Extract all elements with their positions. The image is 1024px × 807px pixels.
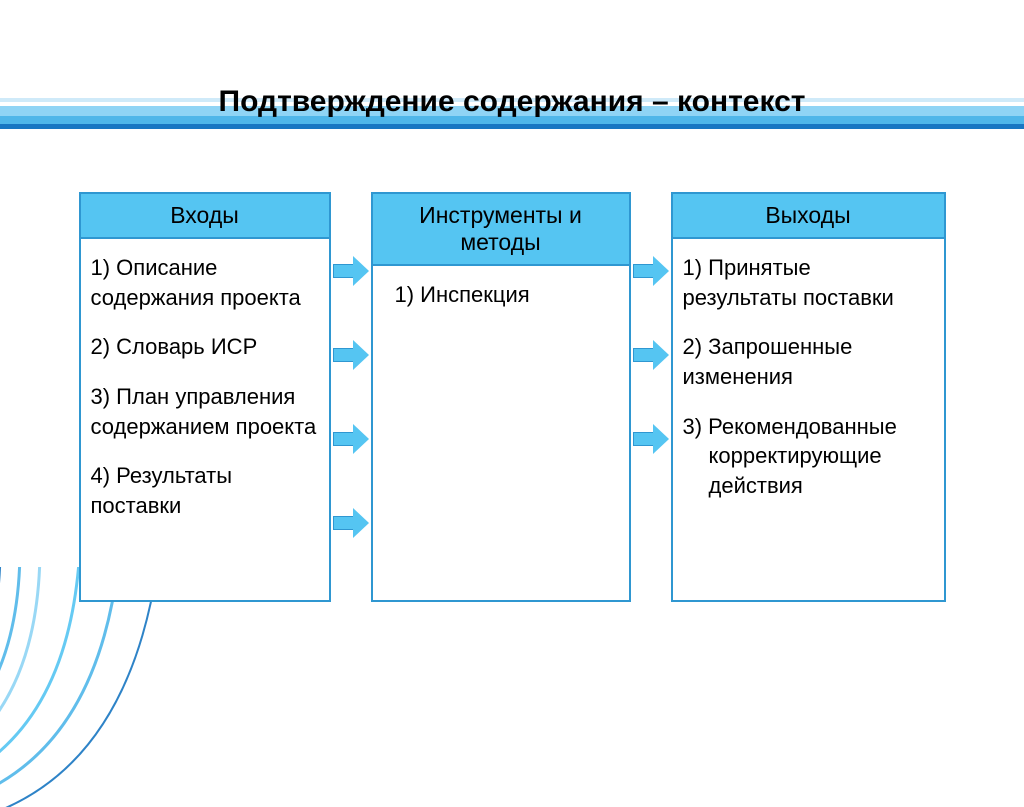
process-diagram: Входы 1) Описаниесодержания проекта 2) Сло…: [0, 192, 1024, 602]
column-body: 1) Описаниесодержания проекта 2) Словарь …: [81, 239, 329, 600]
flow-arrow: [333, 340, 369, 370]
item-line: 1) Принятые: [683, 253, 934, 283]
item-line: 1) Описание: [91, 253, 319, 283]
flow-arrow: [333, 508, 369, 538]
column-body: 1) Инспекция: [373, 266, 629, 600]
decorative-corner: [0, 567, 200, 807]
page-title: Подтверждение содержания – контекст: [0, 85, 1024, 119]
arrow-group: [631, 192, 671, 508]
column-header: Входы: [81, 194, 329, 239]
item-line: 2) Словарь ИСР: [91, 332, 319, 362]
column-2: Выходы 1) Принятыерезультаты поставки 2) З…: [671, 192, 946, 602]
item-line: содержанием проекта: [91, 412, 319, 442]
item-line: 2) Запрошенные: [683, 332, 934, 362]
item-line: результаты поставки: [683, 283, 934, 313]
item-line: 3) План управления: [91, 382, 319, 412]
list-item: 1) Инспекция: [383, 280, 619, 310]
column-header: Выходы: [673, 194, 944, 239]
flow-arrow: [633, 340, 669, 370]
list-item: 1) Принятыерезультаты поставки: [683, 253, 934, 312]
column-header: Инструменты и методы: [373, 194, 629, 266]
item-subline: корректирующие: [683, 441, 934, 471]
item-line: 3) Рекомендованные: [683, 412, 934, 442]
flow-arrow: [633, 424, 669, 454]
item-line: 1) Инспекция: [395, 280, 619, 310]
flow-arrow: [633, 256, 669, 286]
item-subline: действия: [683, 471, 934, 501]
list-item: 3) Рекомендованныекорректирующиедействия: [683, 412, 934, 501]
flow-arrow: [333, 424, 369, 454]
list-item: 4) Результатыпоставки: [91, 461, 319, 520]
flow-arrow: [333, 256, 369, 286]
item-line: поставки: [91, 491, 319, 521]
column-0: Входы 1) Описаниесодержания проекта 2) Сло…: [79, 192, 331, 602]
column-body: 1) Принятыерезультаты поставки 2) Запроше…: [673, 239, 944, 600]
item-line: содержания проекта: [91, 283, 319, 313]
item-line: 4) Результаты: [91, 461, 319, 491]
list-item: 2) Запрошенныеизменения: [683, 332, 934, 391]
list-item: 3) План управлениясодержанием проекта: [91, 382, 319, 441]
item-line: изменения: [683, 362, 934, 392]
column-1: Инструменты и методы 1) Инспекция: [371, 192, 631, 602]
stripe: [0, 124, 1024, 129]
list-item: 2) Словарь ИСР: [91, 332, 319, 362]
arrow-group: [331, 192, 371, 592]
list-item: 1) Описаниесодержания проекта: [91, 253, 319, 312]
